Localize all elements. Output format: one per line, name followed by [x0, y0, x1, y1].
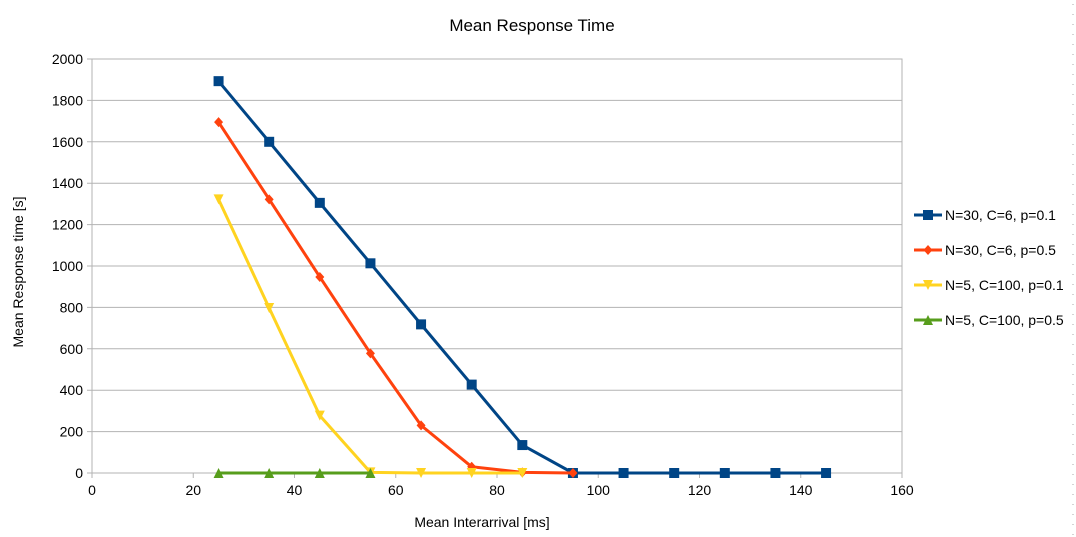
- legend-entry-1: N=30, C=6, p=0.1: [914, 207, 1056, 223]
- data-point: [669, 468, 680, 478]
- data-point: [821, 468, 832, 478]
- legend-marker: [923, 315, 933, 325]
- y-tick-label: 600: [60, 341, 84, 357]
- data-point: [213, 194, 224, 205]
- edge-dashes: [1072, 4, 1074, 537]
- y-tick-label: 200: [60, 424, 84, 440]
- data-point: [416, 468, 427, 478]
- data-point: [213, 468, 224, 478]
- legend-entry-3: N=5, C=100, p=0.1: [914, 277, 1064, 293]
- x-tick-label: 80: [489, 482, 505, 498]
- data-point: [517, 468, 528, 478]
- data-point: [264, 194, 274, 205]
- series-1: [213, 76, 832, 478]
- data-point: [466, 468, 477, 478]
- data-point: [416, 420, 426, 431]
- legend-entry-4: N=5, C=100, p=0.5: [914, 312, 1064, 328]
- data-point: [365, 258, 376, 269]
- data-point: [719, 468, 730, 478]
- series-4: [213, 468, 376, 478]
- data-point: [315, 271, 325, 282]
- legend-marker: [923, 210, 933, 220]
- legend: N=30, C=6, p=0.1 N=30, C=6, p=0.5 N=5, C=1…: [914, 207, 1064, 328]
- series-layer: [213, 76, 832, 478]
- data-point: [314, 410, 325, 421]
- legend-label: N=30, C=6, p=0.5: [945, 242, 1056, 258]
- legend-marker: [923, 245, 933, 255]
- y-tick-label: 1800: [52, 92, 83, 108]
- x-tick-label: 20: [185, 482, 201, 498]
- legend-marker: [923, 280, 933, 290]
- legend-entry-2: N=30, C=6, p=0.5: [914, 242, 1056, 258]
- legend-label: N=5, C=100, p=0.5: [945, 312, 1064, 328]
- legend-label: N=5, C=100, p=0.1: [945, 277, 1064, 293]
- chart-title: Mean Response Time: [449, 16, 614, 35]
- y-tick-label: 1000: [52, 258, 83, 274]
- data-point: [618, 468, 629, 478]
- axes: 0 200 400 600 800 1000 1200 1400 1600 1800 2000 0 20…: [52, 51, 914, 498]
- data-point: [770, 468, 781, 478]
- data-point: [264, 136, 275, 147]
- series-3: [213, 194, 528, 478]
- x-tick-label: 120: [688, 482, 712, 498]
- y-tick-label: 1600: [52, 134, 83, 150]
- data-point: [416, 319, 427, 330]
- y-tick-label: 2000: [52, 51, 83, 67]
- data-point: [466, 379, 477, 390]
- data-point: [365, 348, 375, 359]
- data-point: [314, 197, 325, 208]
- y-tick-label: 1200: [52, 217, 83, 233]
- data-point: [517, 440, 528, 451]
- y-axis-label: Mean Response time [s]: [10, 197, 26, 348]
- y-tick-label: 0: [75, 465, 83, 481]
- x-tick-label: 140: [789, 482, 813, 498]
- x-tick-label: 160: [890, 482, 914, 498]
- data-point: [213, 76, 224, 87]
- x-tick-label: 40: [287, 482, 303, 498]
- legend-label: N=30, C=6, p=0.1: [945, 207, 1056, 223]
- series-line: [217, 121, 573, 475]
- data-point: [264, 303, 275, 314]
- data-point: [568, 468, 578, 478]
- x-tick-label: 100: [587, 482, 611, 498]
- x-axis-label: Mean Interarrival [ms]: [414, 514, 549, 530]
- y-tick-label: 1400: [52, 175, 83, 191]
- y-tick-label: 800: [60, 299, 84, 315]
- x-tick-label: 60: [388, 482, 404, 498]
- x-tick-label: 0: [88, 482, 96, 498]
- y-tick-label: 400: [60, 382, 84, 398]
- series-2: [214, 117, 578, 478]
- data-point: [264, 468, 275, 478]
- data-point: [365, 468, 376, 478]
- data-point: [214, 117, 224, 128]
- series-line: [217, 80, 827, 475]
- data-point: [314, 468, 325, 478]
